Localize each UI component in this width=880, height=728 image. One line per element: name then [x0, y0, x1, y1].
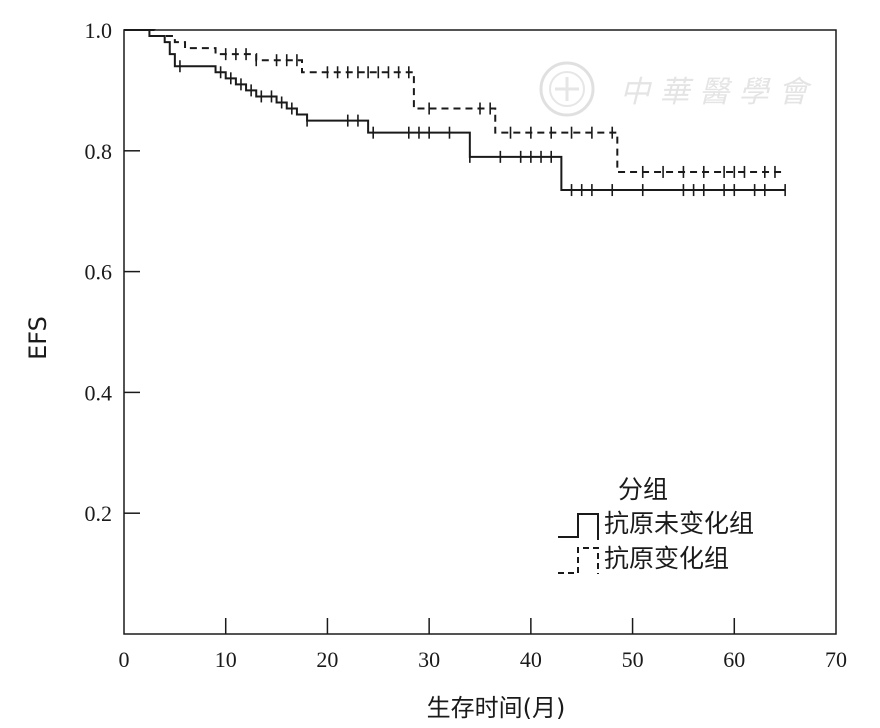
legend-title: 分组 — [618, 475, 668, 504]
series-layer — [124, 29, 786, 197]
x-tick-label: 40 — [520, 647, 542, 672]
y-tick-label: 0.6 — [85, 260, 113, 285]
x-tick-label: 10 — [215, 647, 237, 672]
x-axis-label: 生存时间(月) — [427, 694, 566, 722]
series-2 — [124, 29, 786, 178]
x-tick-label: 30 — [418, 647, 440, 672]
legend-solid-swatch — [558, 513, 599, 540]
legend-entry-1: 抗原未变化组 — [604, 509, 754, 538]
legend: 分组 抗原未变化组 抗原变化组 — [558, 475, 754, 574]
y-axis-label: EFS — [24, 316, 52, 360]
x-tick-label: 70 — [825, 647, 847, 672]
y-tick-label: 0.4 — [85, 380, 113, 405]
plot-frame — [123, 29, 837, 635]
x-tick-label: 20 — [316, 647, 338, 672]
svg-text:中 華 醫 學 會: 中 華 醫 學 會 — [620, 75, 812, 110]
y-tick-label: 0.2 — [85, 501, 113, 526]
axes: 0 10 20 30 40 50 60 70 0.2 0.4 0.6 0.8 1.0 — [85, 18, 848, 672]
watermark-logo: 中 華 醫 學 會 — [539, 61, 812, 117]
y-tick-label: 0.8 — [85, 139, 113, 164]
series-1 — [124, 29, 786, 197]
x-tick-label: 60 — [723, 647, 745, 672]
legend-dashed-swatch — [558, 547, 599, 574]
x-tick-label: 0 — [119, 647, 130, 672]
x-tick-label: 50 — [622, 647, 644, 672]
legend-entry-2: 抗原变化组 — [604, 544, 729, 573]
y-tick-label: 1.0 — [85, 18, 113, 43]
